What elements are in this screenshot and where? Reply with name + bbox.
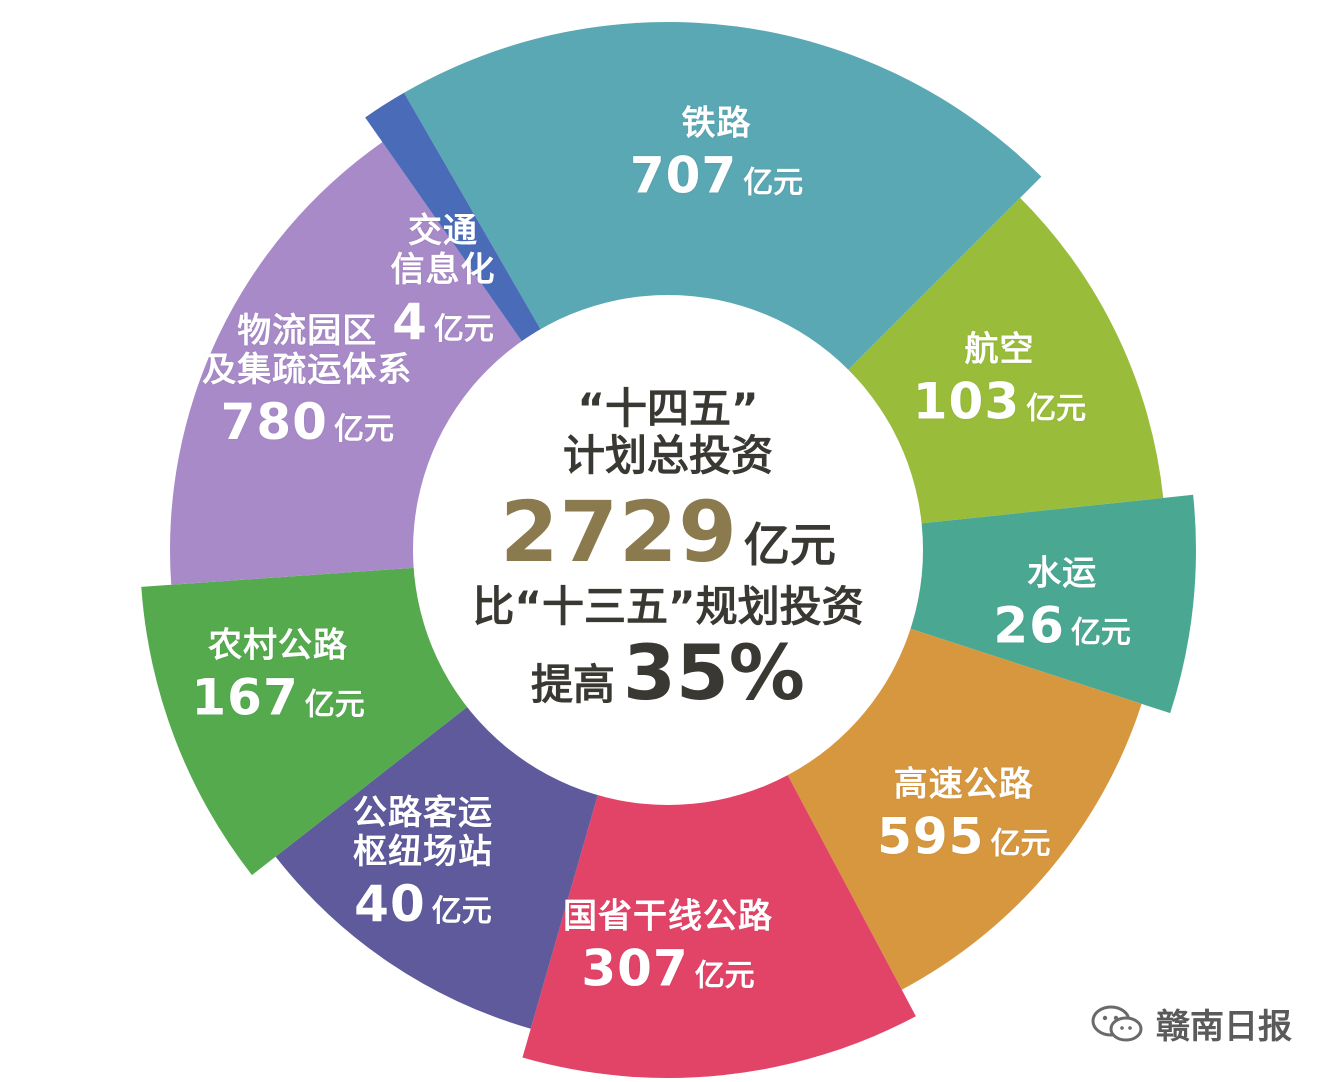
slice-value: 167 xyxy=(191,668,299,727)
slice-value-row: 167 亿元 xyxy=(191,669,364,727)
slice-unit: 亿元 xyxy=(431,893,492,929)
watermark-text: 赣南日报 xyxy=(1156,1007,1292,1047)
center-comparison: 比“十三五”规划投资 xyxy=(472,582,864,631)
slice-unit: 亿元 xyxy=(1026,391,1087,427)
slice-value-row: 103 亿元 xyxy=(912,372,1087,432)
slice-value: 780 xyxy=(220,393,328,452)
slice-value: 26 xyxy=(993,597,1065,656)
slice-category-name: 枢纽场站 xyxy=(352,831,493,872)
slice-value: 4 xyxy=(392,293,428,352)
pie-slice-5 xyxy=(522,550,916,1078)
slice-label-1: 铁路 707 亿元 xyxy=(629,103,804,206)
slice-category-name: 交通 xyxy=(408,211,479,252)
slice-category-name: 国省干线公路 xyxy=(563,896,773,937)
center-title: “十四五” xyxy=(577,383,759,433)
center-increase-percent: 35% xyxy=(623,628,805,718)
slice-label-8: 物流园区 及集疏运体系 780 亿元 xyxy=(202,310,413,452)
slice-value-row: 707 亿元 xyxy=(629,146,804,206)
slice-value-row: 26 亿元 xyxy=(993,597,1131,656)
center-total-value: 2729 xyxy=(500,482,738,581)
slice-category-name: 铁路 xyxy=(681,103,752,144)
slice-value: 40 xyxy=(354,874,426,933)
wechat-icon xyxy=(1091,1005,1143,1041)
center-summary: “十四五” 计划总投资 2729 亿元 比“十三五”规划投资 提高 35% xyxy=(472,385,863,715)
slice-category-name: 公路客运 xyxy=(352,792,493,833)
slice-label-3: 水运 26 亿元 xyxy=(993,554,1131,656)
slice-value-row: 40 亿元 xyxy=(353,874,493,934)
slice-label-2: 航空 103 亿元 xyxy=(912,329,1087,432)
slice-value: 307 xyxy=(581,939,689,998)
slice-category-name: 信息化 xyxy=(390,250,496,291)
center-increase-prefix: 提高 xyxy=(531,660,616,710)
slice-category-name: 物流园区 xyxy=(237,310,378,351)
slice-value-row: 595 亿元 xyxy=(877,808,1051,867)
pie-slice-1 xyxy=(404,21,1042,550)
slice-category-name: 农村公路 xyxy=(208,625,349,666)
center-hole xyxy=(413,295,923,805)
slice-unit: 亿元 xyxy=(694,958,755,994)
slice-value-row: 780 亿元 xyxy=(202,393,412,452)
slice-value: 103 xyxy=(912,372,1021,431)
center-total-row: 2729 亿元 xyxy=(472,485,863,579)
slice-value-row: 307 亿元 xyxy=(563,939,773,999)
slice-unit: 亿元 xyxy=(990,827,1051,863)
slice-unit: 亿元 xyxy=(1070,616,1131,652)
center-subtitle: 计划总投资 xyxy=(562,430,773,480)
slice-category-name: 航空 xyxy=(964,329,1035,370)
watermark: 赣南日报 xyxy=(1090,999,1292,1048)
slice-label-7: 农村公路 167 亿元 xyxy=(191,626,364,727)
slice-category-name: 及集疏运体系 xyxy=(202,350,413,391)
slice-category-name: 高速公路 xyxy=(893,765,1034,806)
slice-label-9: 交通 信息化 4 亿元 xyxy=(390,211,496,352)
slice-unit: 亿元 xyxy=(433,312,494,348)
center-total-unit: 亿元 xyxy=(743,517,836,572)
slice-unit: 亿元 xyxy=(333,412,394,448)
center-increase-row: 提高 35% xyxy=(472,630,863,715)
slice-value: 707 xyxy=(629,146,738,205)
slice-label-5: 国省干线公路 307 亿元 xyxy=(563,896,773,999)
slice-label-4: 高速公路 595 亿元 xyxy=(877,765,1051,867)
slice-value: 595 xyxy=(877,808,985,867)
slice-label-6: 公路客运 枢纽场站 40 亿元 xyxy=(352,792,493,934)
slice-value-row: 4 亿元 xyxy=(391,293,496,352)
slice-unit: 亿元 xyxy=(304,687,365,723)
slice-category-name: 水运 xyxy=(1027,554,1098,595)
slice-unit: 亿元 xyxy=(743,165,804,201)
